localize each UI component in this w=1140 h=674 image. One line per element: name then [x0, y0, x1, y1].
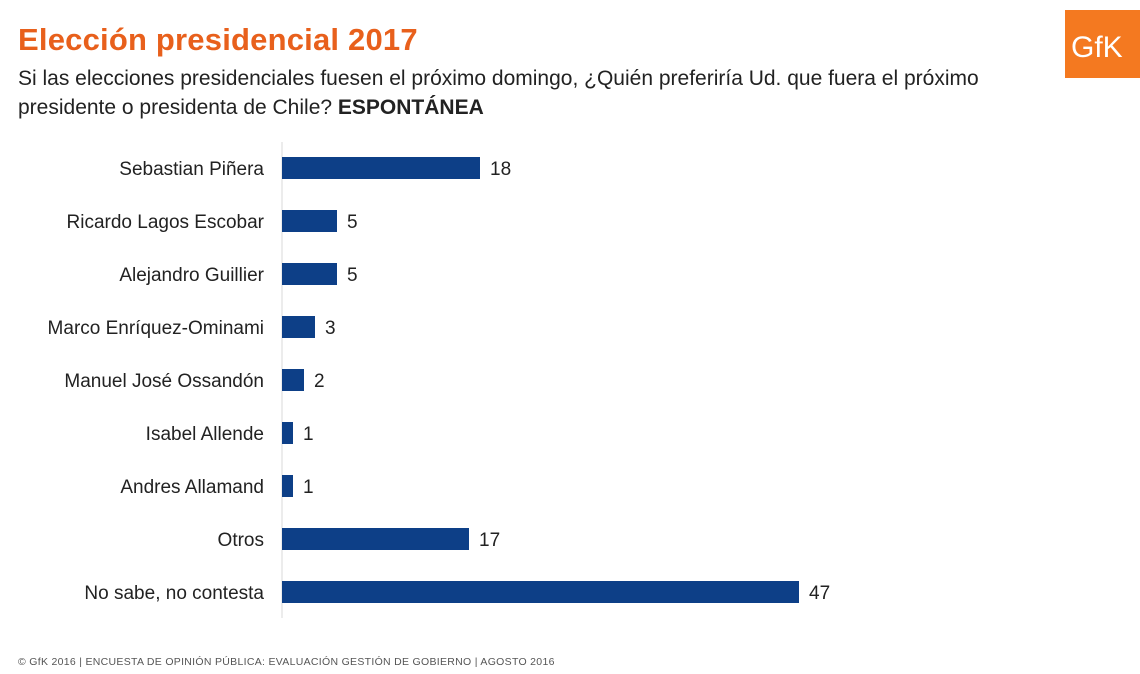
chart-subtitle: Si las elecciones presidenciales fuesen … [18, 64, 1058, 122]
value-label: 18 [490, 159, 511, 180]
bar [282, 422, 293, 444]
category-label: Ricardo Lagos Escobar [67, 212, 265, 233]
value-label: 47 [809, 583, 830, 604]
category-label: No sabe, no contesta [84, 583, 264, 604]
subtitle-text: Si las elecciones presidenciales fuesen … [18, 67, 979, 119]
bar [282, 581, 799, 603]
bar [282, 369, 304, 391]
value-label: 1 [303, 477, 314, 498]
value-label: 1 [303, 424, 314, 445]
footer-source: © GfK 2016 | ENCUESTA DE OPINIÓN PÚBLICA… [18, 656, 555, 668]
bar [282, 528, 469, 550]
bar [282, 316, 315, 338]
bar [282, 263, 337, 285]
chart-title: Elección presidencial 2017 [18, 22, 418, 57]
value-label: 5 [347, 265, 358, 286]
category-label: Marco Enríquez-Ominami [48, 318, 264, 339]
value-label: 5 [347, 212, 358, 233]
bar [282, 475, 293, 497]
category-label: Manuel José Ossandón [64, 371, 264, 392]
subtitle-emphasis: ESPONTÁNEA [337, 96, 484, 119]
gfk-logo: GfK [1065, 10, 1140, 78]
category-label: Otros [218, 530, 264, 551]
category-label: Alejandro Guillier [119, 265, 264, 286]
category-label: Sebastian Piñera [119, 159, 264, 180]
bar-chart: Sebastian Piñera 18 Ricardo Lagos Escobar 5… [48, 142, 830, 618]
category-label: Andres Allamand [120, 477, 264, 498]
bar [282, 157, 480, 179]
value-label: 2 [314, 371, 325, 392]
svg-text:GfK: GfK [1071, 31, 1123, 64]
category-label: Isabel Allende [146, 424, 264, 445]
value-label: 3 [325, 318, 336, 339]
value-label: 17 [479, 530, 500, 551]
bar [282, 210, 337, 232]
